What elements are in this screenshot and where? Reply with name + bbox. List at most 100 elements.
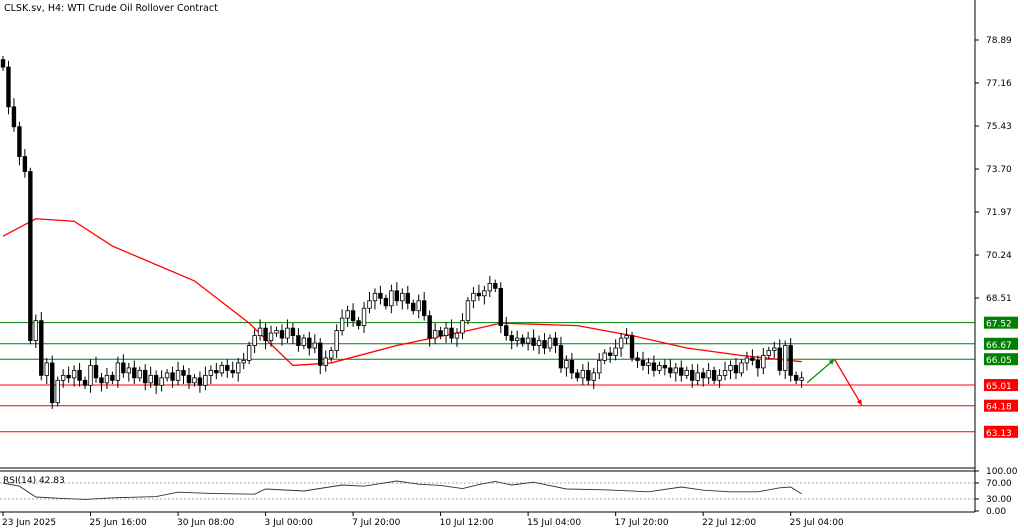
- candle-bull: [361, 307, 367, 327]
- candle-bull: [164, 372, 170, 379]
- candle-bull: [613, 347, 618, 356]
- rsi-tick-label: 100.00: [986, 467, 1018, 477]
- rsi-label: RSI(14) 42.83: [3, 476, 65, 486]
- candle-bear: [575, 372, 580, 379]
- candle-bear: [449, 327, 454, 339]
- candle-bull: [618, 337, 624, 349]
- candle-bull: [268, 332, 274, 341]
- candle-bear: [279, 330, 285, 339]
- time-label: 30 Jun 08:00: [177, 518, 234, 528]
- candle-bear: [263, 327, 268, 341]
- moving-average: [2, 218, 802, 367]
- candle-bull: [274, 330, 279, 334]
- scenario-arrows: [806, 358, 863, 406]
- price-tick-label: 71.97: [986, 208, 1012, 218]
- candle-bear: [476, 292, 482, 297]
- candle-bull: [460, 320, 465, 334]
- time-label: 15 Jul 04:00: [527, 518, 581, 528]
- time-label: 22 Jul 12:00: [702, 518, 756, 528]
- candle-bull: [728, 365, 733, 371]
- candle-bull: [137, 369, 142, 379]
- candle-bear: [6, 66, 11, 108]
- candle-bull: [88, 365, 93, 386]
- candle-bear: [662, 365, 668, 369]
- candle-bull: [761, 355, 766, 369]
- candle-bull: [44, 362, 49, 376]
- candle-bull: [367, 300, 372, 309]
- candle-bull: [192, 377, 197, 384]
- candle-bull: [471, 292, 476, 302]
- candle-bear: [143, 369, 148, 384]
- candle-bull: [159, 377, 164, 386]
- candle-bear: [77, 369, 82, 381]
- time-axis: 23 Jun 2025 25 Jun 16:00 30 Jun 08:00 3 Jul…: [2, 512, 844, 528]
- candle-bear: [700, 372, 706, 379]
- candle-bull: [148, 374, 153, 384]
- candle-bull: [482, 290, 487, 297]
- candle-bear: [793, 374, 799, 381]
- rsi-tick-label: 30.00: [986, 495, 1012, 505]
- candle-bull: [591, 372, 596, 381]
- price-tick-label: 75.43: [986, 122, 1012, 132]
- candle-bear: [39, 320, 44, 376]
- time-label: 25 Jul 04:00: [790, 518, 844, 528]
- time-label: 25 Jun 16:00: [90, 518, 147, 528]
- candle-bull: [416, 300, 421, 312]
- candle-bull: [328, 350, 334, 359]
- candle-bull: [432, 330, 438, 339]
- candle-bull: [301, 337, 307, 346]
- candle-bear: [350, 310, 356, 322]
- candle-bull: [580, 369, 586, 379]
- candle-bull: [487, 282, 493, 292]
- candle-bear: [383, 297, 389, 307]
- candle-bear: [607, 352, 613, 356]
- candle-bull: [597, 360, 602, 374]
- candle-bear: [225, 365, 230, 371]
- candle-bear: [553, 337, 558, 346]
- time-label: 7 Jul 20:00: [352, 518, 401, 528]
- candle-bear: [586, 369, 591, 381]
- price-tick-label: 77.16: [986, 79, 1012, 89]
- price-tick-label: 68.51: [986, 294, 1012, 304]
- candle-bull: [646, 362, 651, 366]
- candle-bear: [0, 59, 6, 68]
- level-label: 66.05: [986, 356, 1012, 366]
- candle-bull: [657, 365, 662, 371]
- candle-bull: [514, 337, 520, 341]
- candle-bear: [121, 362, 126, 374]
- arrow-green: [806, 358, 835, 384]
- candle-bull: [175, 369, 181, 381]
- level-badge: [984, 316, 1018, 329]
- rsi-panel: 100.00 70.00 30.00 0.00: [0, 467, 1018, 517]
- candle-bear: [711, 369, 717, 381]
- candle-bull: [60, 374, 66, 381]
- candle-bull: [465, 300, 471, 322]
- level-label: 65.01: [986, 382, 1012, 392]
- candle-bull: [219, 365, 224, 374]
- candle-bear: [498, 287, 503, 327]
- candle-bull: [400, 292, 405, 302]
- candle-bear: [170, 372, 175, 381]
- candle-bear: [230, 369, 235, 374]
- candle-bear: [788, 345, 793, 376]
- rsi-line: [2, 480, 802, 500]
- candle-bear: [733, 365, 739, 374]
- candle-bull: [772, 347, 777, 351]
- candle-bull: [547, 337, 553, 349]
- candle-bear: [307, 337, 312, 349]
- candle-bear: [405, 292, 410, 304]
- candle-bull: [673, 367, 679, 374]
- candle-bear: [296, 335, 301, 346]
- candle-bear: [777, 347, 782, 371]
- price-tick-label: 73.70: [986, 165, 1012, 175]
- level-label: 66.67: [986, 341, 1012, 351]
- candle-bull: [372, 292, 378, 302]
- time-label: 17 Jul 20:00: [615, 518, 669, 528]
- candle-bear: [197, 377, 203, 386]
- candle-bull: [389, 290, 394, 307]
- candle-bear: [640, 360, 646, 366]
- candle-bull: [602, 352, 607, 361]
- candle-bull: [783, 345, 788, 371]
- level-badge: [984, 399, 1018, 412]
